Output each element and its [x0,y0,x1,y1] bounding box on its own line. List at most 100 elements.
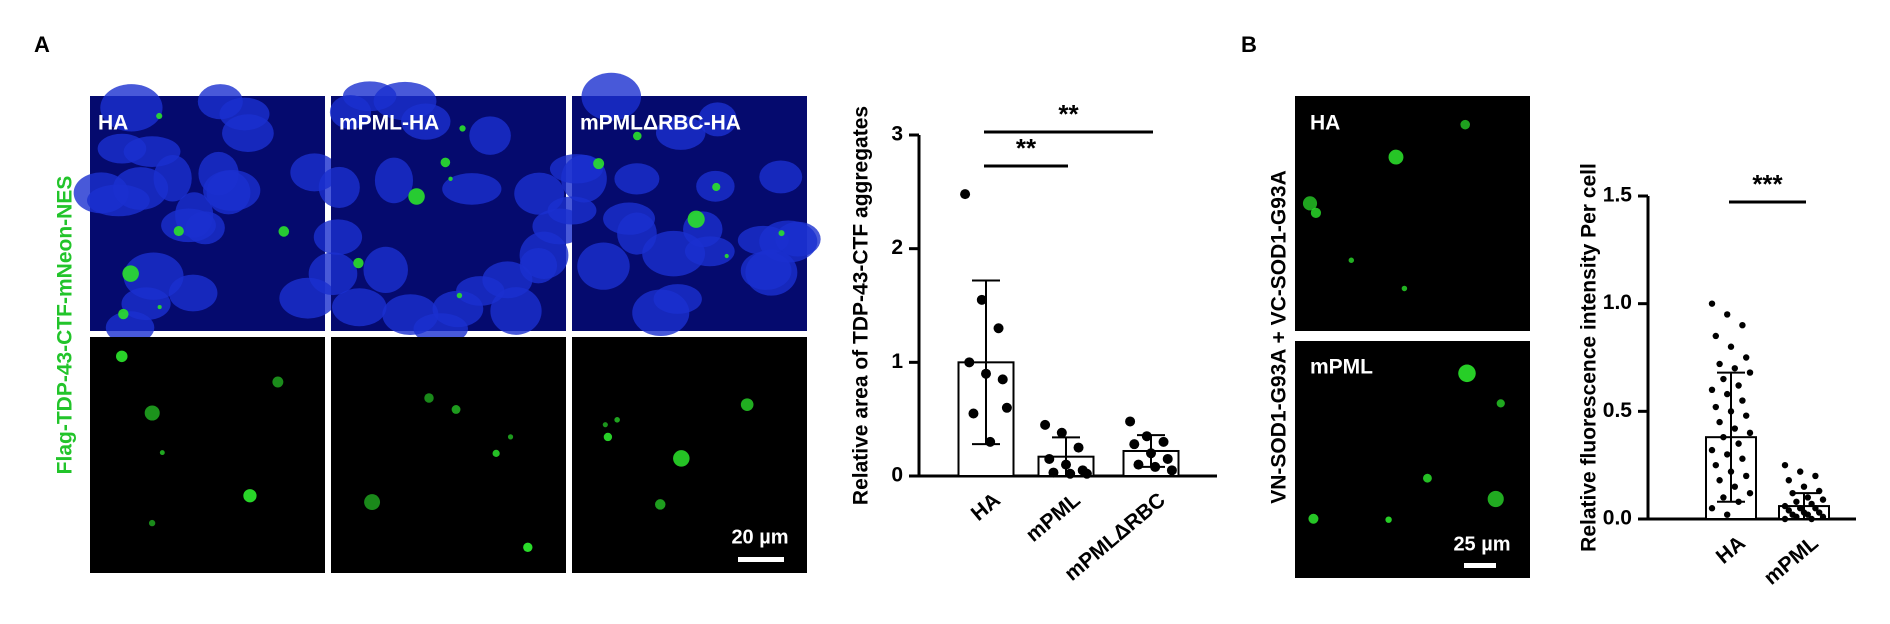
data-point [1716,418,1723,426]
y-tick-label: 3 [891,123,903,146]
image-label: mPML-HA [339,112,439,135]
data-point [1731,425,1739,432]
nucleus [197,84,243,120]
spot [614,417,620,423]
data-point [1708,300,1716,307]
data-point [1141,431,1152,442]
data-point [1716,360,1723,368]
data-point [1781,515,1789,523]
scale-bar-label: 20 µm [731,526,788,548]
data-point [1129,439,1140,450]
data-point [1720,375,1727,383]
spot [408,188,425,205]
data-point [1735,440,1742,447]
data-point [981,368,991,379]
image-label: HA [1310,112,1340,135]
data-point [997,374,1008,385]
data-point [1708,505,1716,512]
image-label: mPML [1310,356,1373,379]
spot [1385,516,1392,523]
x-tick-label: HA [967,488,1005,525]
spot [603,432,613,442]
nucleus [374,157,414,204]
x-tick-label: mPML [1760,531,1823,589]
data-point [1716,477,1723,484]
data-point [1724,390,1731,398]
data-point [1746,429,1754,437]
nucleus [603,202,656,235]
data-point [1793,513,1800,521]
data-point [1812,505,1819,512]
data-point [985,436,996,447]
spot [353,257,364,269]
data-point [1746,369,1754,376]
data-point [960,189,971,200]
significance-label: ** [1016,133,1037,163]
y-tick-label: 0.0 [1603,507,1632,530]
y-axis-label: Relative area of TDP-43-CTF aggregates [850,106,873,505]
data-point [1040,419,1051,430]
nucleus [112,167,169,210]
nucleus [161,208,216,243]
data-point [1739,455,1746,462]
data-point [1800,483,1808,490]
nucleus [363,246,408,293]
nucleus [442,173,502,205]
data-point [1166,465,1177,476]
data-point [1158,436,1169,447]
data-point [1804,494,1812,501]
nucleus [519,247,558,284]
spot [654,499,666,510]
spot [1487,490,1504,508]
nucleus [329,95,372,130]
data-point [1727,343,1735,350]
x-tick-label: mPML [1022,488,1085,546]
image-label: HA [98,112,128,135]
data-point [1808,500,1815,508]
nucleus [698,102,737,137]
data-point [1781,502,1789,510]
nucleus [577,242,630,290]
data-point [1746,489,1754,497]
data-point [1081,468,1092,479]
spot [1310,207,1322,218]
data-point [1724,511,1731,518]
data-point [1743,412,1750,419]
spot [523,542,533,552]
nucleus [318,166,360,208]
data-point [1812,472,1819,480]
spot [1401,285,1408,292]
data-point [1731,365,1739,372]
nucleus [655,115,706,150]
data-point [1708,386,1716,393]
nucleus [614,163,660,195]
spot [1496,399,1505,408]
spot [116,350,128,363]
y-tick-label: 1.0 [1603,291,1632,314]
spot [157,305,162,310]
data-point [976,294,987,305]
spot [1423,473,1432,483]
spot [1458,364,1476,383]
data-point [1125,416,1136,427]
spot [144,405,160,421]
image-label: mPMLΔRBC-HA [580,112,741,135]
data-point [993,323,1004,334]
micrograph [1295,341,1530,578]
data-point [1065,468,1076,479]
data-point [1146,448,1156,459]
data-point [1735,382,1742,389]
spot [159,450,165,456]
data-point [1816,509,1823,516]
y-tick-label: 0.5 [1603,399,1633,422]
data-point [1133,459,1144,470]
spot [459,125,466,132]
spot [448,176,453,181]
data-point [1739,397,1746,404]
nucleus [490,287,542,335]
nucleus [737,225,789,255]
spot [724,253,729,259]
spot [456,292,463,299]
spot [278,226,290,237]
spot [1308,513,1319,524]
